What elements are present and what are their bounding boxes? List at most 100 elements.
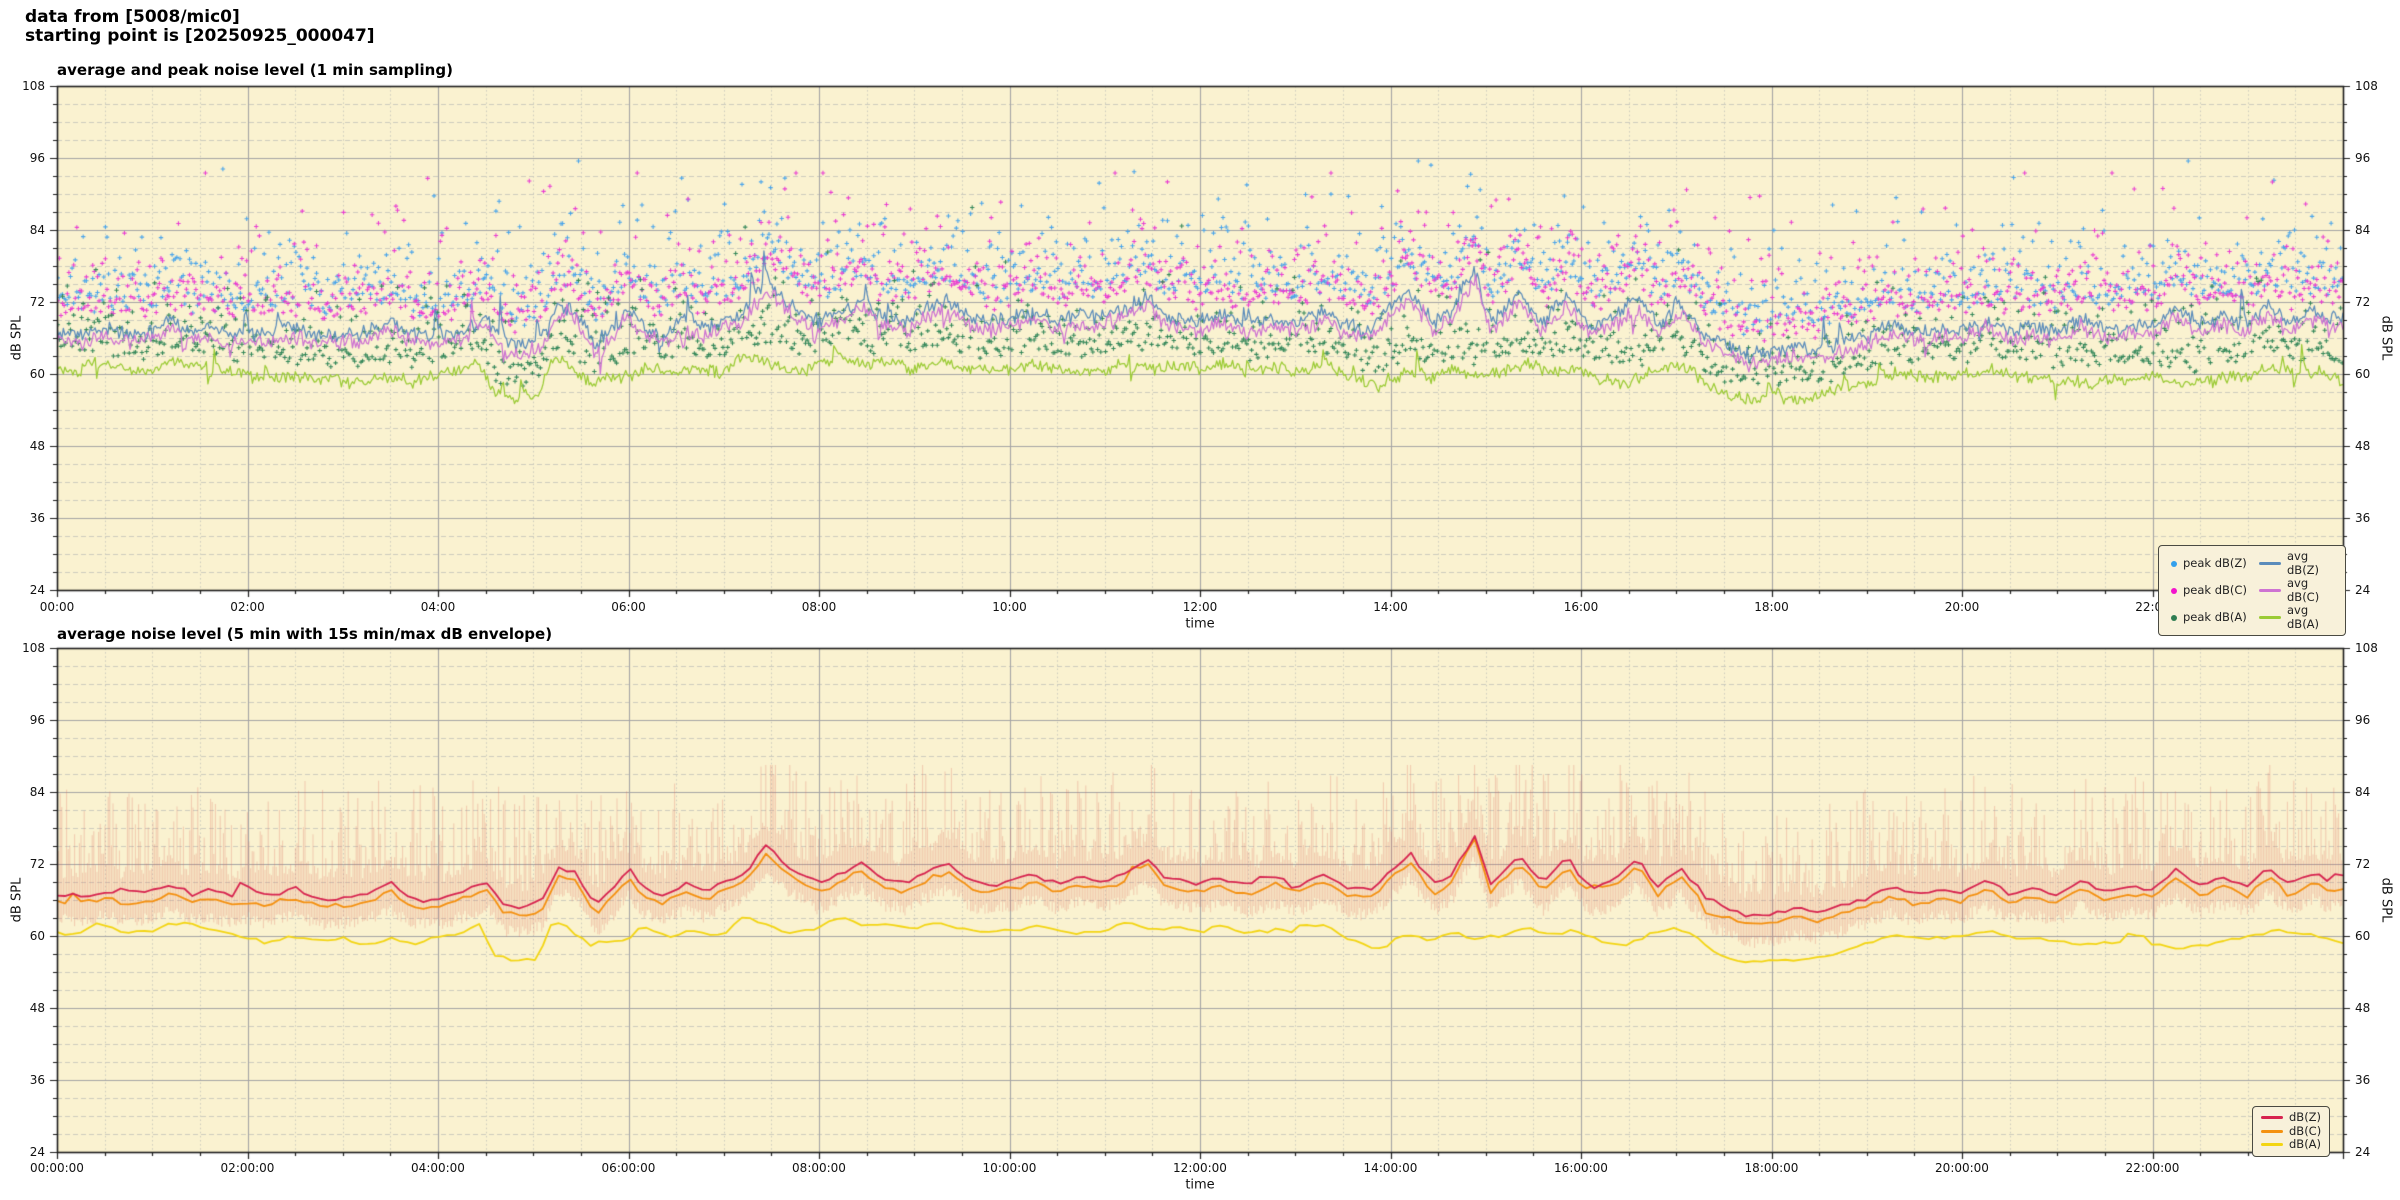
- x-tick-label: 12:00: [1182, 600, 1218, 614]
- x-tick-label: 14:00: [1373, 600, 1408, 614]
- legend-line-swatch-icon: [2259, 562, 2281, 565]
- legend-entry: peak dB(C): [2167, 582, 2259, 598]
- legend-row: dB(Z): [2261, 1110, 2322, 1125]
- x-tick-label: 00:00:00: [30, 1161, 84, 1175]
- y-tick-label-left: 60: [29, 929, 45, 943]
- top-ylabel-left: dB SPL: [9, 315, 25, 361]
- legend-entry: avg dB(Z): [2259, 549, 2337, 577]
- y-tick-label-right: 60: [2355, 367, 2371, 381]
- y-tick-label-right: 72: [2355, 295, 2371, 309]
- bottom-ylabel-right: dB SPL: [2378, 877, 2394, 923]
- y-tick-label-right: 36: [2355, 1073, 2371, 1087]
- y-tick-label-right: 48: [2355, 439, 2371, 453]
- legend-entry: dB(A): [2261, 1137, 2322, 1152]
- x-tick-label: 06:00: [611, 600, 646, 614]
- x-tick-label: 12:00:00: [1173, 1161, 1227, 1175]
- y-tick-label-left: 84: [29, 785, 45, 799]
- legend-row: peak dB(A) avg dB(A): [2167, 603, 2337, 631]
- y-tick-label-left: 96: [29, 151, 45, 165]
- y-tick-label-left: 48: [29, 1001, 45, 1015]
- top-ylabel-right: dB SPL: [2378, 315, 2394, 361]
- legend-entry: peak dB(Z): [2167, 555, 2259, 571]
- header-data-source: data from [5008/mic0]: [25, 7, 240, 27]
- header-starting-point: starting point is [20250925_000047]: [25, 26, 375, 46]
- legend-label: peak dB(Z): [2183, 555, 2247, 570]
- x-tick-label: 04:00: [420, 600, 456, 614]
- legend-row: peak dB(C) avg dB(C): [2167, 576, 2337, 604]
- legend-label: dB(C): [2289, 1123, 2322, 1138]
- x-tick-label: 20:00: [1944, 600, 1980, 614]
- legend-entry: dB(Z): [2261, 1110, 2322, 1125]
- legend-label: avg dB(C): [2287, 576, 2320, 604]
- x-tick-label: 10:00: [992, 600, 1027, 614]
- top-legend: peak dB(Z) avg dB(Z) peak dB(C) avg dB(C) pe…: [2158, 545, 2346, 636]
- legend-entry: avg dB(C): [2259, 576, 2337, 604]
- y-tick-label-right: 96: [2355, 151, 2371, 165]
- y-tick-label-left: 108: [22, 79, 45, 93]
- legend-entry: peak dB(A): [2167, 609, 2259, 625]
- x-tick-label: 14:00:00: [1363, 1161, 1418, 1175]
- y-tick-label-right: 36: [2355, 511, 2371, 525]
- x-tick-label: 16:00: [1563, 600, 1599, 614]
- legend-label: avg dB(Z): [2287, 549, 2320, 577]
- y-tick-label-left: 72: [29, 857, 45, 871]
- y-tick-label-left: 36: [29, 1073, 45, 1087]
- y-tick-label-right: 108: [2355, 79, 2378, 93]
- y-tick-label-left: 84: [29, 223, 45, 237]
- x-tick-label: 08:00: [801, 600, 837, 614]
- x-tick-label: 02:00:00: [220, 1161, 275, 1175]
- legend-dot-marker-icon: [2171, 614, 2177, 621]
- y-tick-label-right: 48: [2355, 1001, 2371, 1015]
- x-tick-label: 00:00: [39, 600, 75, 614]
- y-tick-label-left: 96: [29, 713, 45, 727]
- legend-row: dB(C): [2261, 1123, 2322, 1139]
- legend-entry: avg dB(A): [2259, 603, 2337, 631]
- y-tick-label-right: 24: [2355, 1145, 2371, 1159]
- x-tick-label: 06:00:00: [601, 1161, 656, 1175]
- x-tick-label: 08:00:00: [792, 1161, 846, 1175]
- bottom-ylabel-left: dB SPL: [9, 877, 25, 923]
- legend-line-swatch-icon: [2261, 1143, 2283, 1147]
- y-tick-label-left: 24: [29, 583, 45, 597]
- x-tick-label: 18:00: [1754, 600, 1789, 614]
- legend-dot-marker-icon: [2171, 560, 2177, 567]
- legend-dot-marker-icon: [2171, 587, 2177, 594]
- y-tick-label-left: 48: [29, 439, 45, 453]
- legend-label: dB(A): [2289, 1137, 2322, 1151]
- legend-label: peak dB(C): [2183, 582, 2247, 597]
- x-tick-label: 02:00: [230, 600, 265, 614]
- y-tick-label-right: 96: [2355, 713, 2371, 727]
- legend-line-swatch-icon: [2259, 589, 2281, 592]
- y-tick-label-right: 108: [2355, 641, 2378, 655]
- bottom-chart-title: average noise level (5 min with 15s min/…: [57, 625, 553, 643]
- y-tick-label-left: 108: [22, 641, 45, 655]
- y-tick-label-left: 60: [29, 367, 45, 381]
- y-tick-label-right: 60: [2355, 929, 2371, 943]
- x-tick-label: 04:00:00: [411, 1161, 465, 1175]
- y-tick-label-left: 24: [29, 1145, 45, 1159]
- y-tick-label-right: 72: [2355, 857, 2371, 871]
- legend-row: peak dB(Z) avg dB(Z): [2167, 549, 2337, 577]
- x-tick-label: 22:00:00: [2125, 1161, 2180, 1175]
- bottom-legend: dB(Z) dB(C) dB(A): [2252, 1106, 2331, 1157]
- top-chart-title: average and peak noise level (1 min samp…: [57, 61, 453, 79]
- legend-line-swatch-icon: [2261, 1129, 2283, 1133]
- legend-line-swatch-icon: [2261, 1116, 2283, 1120]
- top-xlabel: time: [1185, 616, 1215, 632]
- legend-label: peak dB(A): [2183, 609, 2247, 624]
- legend-line-swatch-icon: [2259, 616, 2281, 619]
- y-tick-label-right: 84: [2355, 785, 2371, 799]
- legend-label: avg dB(A): [2287, 603, 2320, 631]
- y-tick-label-left: 72: [29, 295, 45, 309]
- x-tick-label: 20:00:00: [1935, 1161, 1989, 1175]
- y-tick-label-right: 84: [2355, 223, 2371, 237]
- legend-entry: dB(C): [2261, 1123, 2322, 1139]
- x-tick-label: 18:00:00: [1744, 1161, 1799, 1175]
- x-tick-label: 10:00:00: [982, 1161, 1037, 1175]
- legend-row: dB(A): [2261, 1137, 2322, 1152]
- legend-label: dB(Z): [2289, 1110, 2322, 1124]
- y-tick-label-right: 24: [2355, 583, 2371, 597]
- y-tick-label-left: 36: [29, 511, 45, 525]
